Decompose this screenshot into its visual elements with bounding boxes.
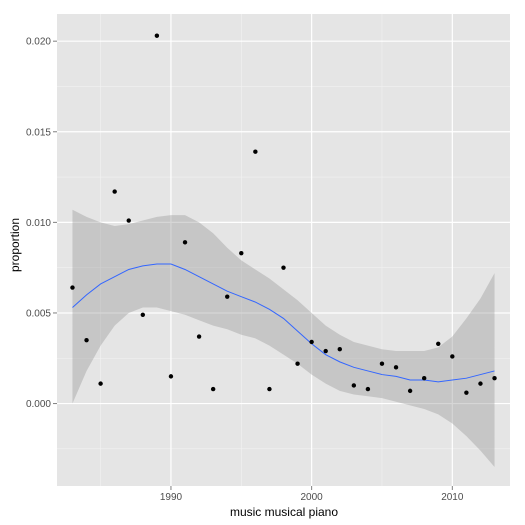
confidence-band	[72, 209, 495, 467]
data-point	[323, 348, 328, 354]
data-point	[196, 334, 202, 339]
y-tick-label: 0.020	[26, 37, 51, 48]
data-point	[393, 365, 399, 370]
data-point	[295, 361, 300, 366]
data-point	[140, 312, 146, 317]
data-point	[436, 341, 441, 346]
data-point	[309, 339, 314, 345]
data-point	[126, 218, 131, 223]
data-point	[112, 189, 117, 194]
data-point	[492, 375, 497, 381]
data-point	[98, 381, 103, 386]
data-point	[267, 386, 272, 392]
y-tick-label: 0.005	[26, 308, 51, 319]
data-point	[84, 337, 89, 343]
data-point	[450, 354, 455, 359]
data-point	[421, 375, 427, 381]
y-axis-title: proportion	[8, 218, 22, 272]
x-tick-label: 1990	[160, 492, 183, 503]
data-point	[478, 381, 483, 386]
data-point	[154, 33, 160, 38]
y-tick-label: 0.015	[26, 127, 51, 138]
data-point	[407, 388, 413, 394]
x-axis: 1990 2000 2010	[160, 486, 464, 503]
data-point	[281, 265, 286, 270]
data-point	[379, 361, 385, 366]
data-point	[365, 386, 371, 392]
panel-background	[57, 14, 510, 486]
y-tick-label: 0.010	[26, 218, 51, 229]
plot-panel	[57, 14, 510, 486]
x-tick-label: 2010	[441, 492, 464, 503]
data-point	[168, 374, 174, 379]
data-point	[239, 250, 244, 256]
y-axis: 0.000 0.005 0.010 0.015 0.020	[26, 37, 57, 410]
data-point	[210, 386, 216, 392]
x-axis-title: music musical piano	[230, 505, 338, 519]
data-point	[337, 347, 342, 352]
data-point	[351, 383, 357, 388]
data-point	[70, 285, 75, 290]
x-tick-label: 2000	[301, 492, 324, 503]
y-tick-label: 0.000	[26, 399, 51, 410]
data-point	[225, 294, 230, 299]
data-point	[253, 149, 258, 154]
data-point	[182, 240, 188, 245]
data-point	[464, 390, 469, 395]
